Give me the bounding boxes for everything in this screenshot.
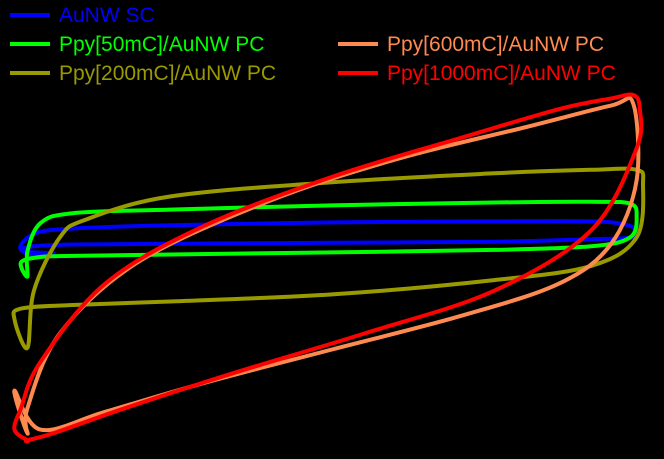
series-line-1 <box>18 199 639 279</box>
legend-item-ppy-600mc: Ppy[600mC]/AuNW PC <box>338 33 604 56</box>
curves-layer <box>11 92 646 444</box>
legend-label: Ppy[1000mC]/AuNW PC <box>387 62 616 85</box>
legend-item-ppy-50mc: Ppy[50mC]/AuNW PC <box>10 33 264 56</box>
legend-item-ppy-200mc: Ppy[200mC]/AuNW PC <box>10 62 276 85</box>
series-line-4 <box>12 92 644 444</box>
legend-label: AuNW SC <box>59 4 155 27</box>
series-line-2 <box>11 166 646 351</box>
legend: AuNW SC Ppy[50mC]/AuNW PC Ppy[200mC]/AuN… <box>10 4 616 85</box>
legend-label: Ppy[600mC]/AuNW PC <box>387 33 604 56</box>
legend-label: Ppy[200mC]/AuNW PC <box>59 62 276 85</box>
legend-item-aunw-sc: AuNW SC <box>10 4 155 27</box>
legend-label: Ppy[50mC]/AuNW PC <box>59 33 264 56</box>
legend-item-ppy-1000mc: Ppy[1000mC]/AuNW PC <box>338 62 616 85</box>
